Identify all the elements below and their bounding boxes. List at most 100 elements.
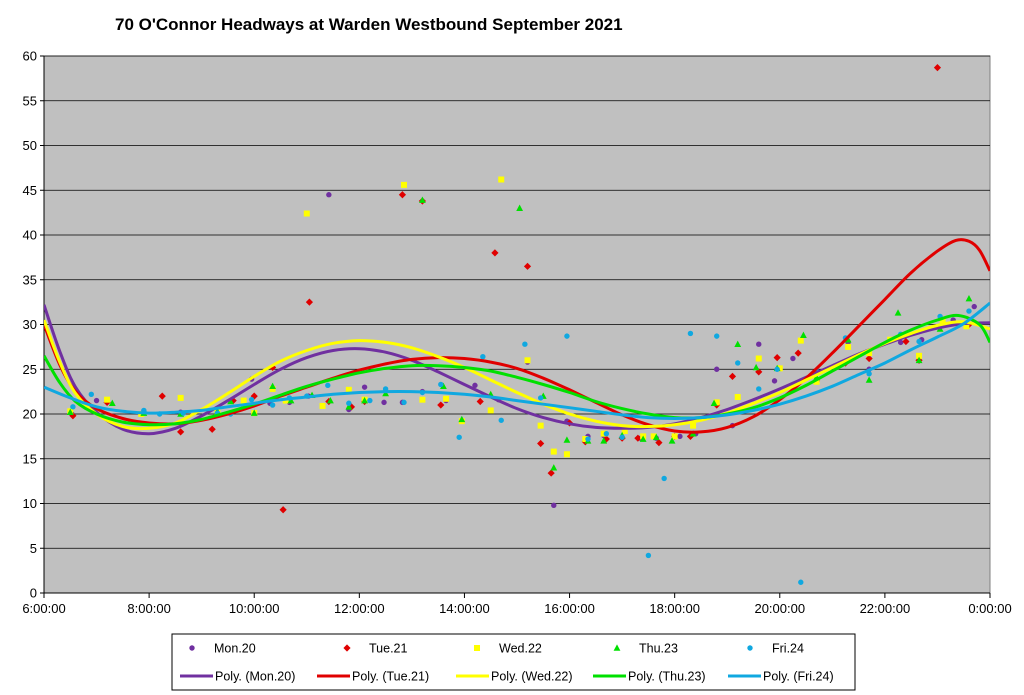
data-point	[516, 204, 524, 211]
data-point	[93, 397, 100, 404]
data-point	[250, 409, 258, 416]
data-point	[522, 341, 528, 347]
data-point	[361, 384, 368, 390]
data-point	[619, 434, 625, 440]
data-point	[158, 392, 166, 400]
legend-marker	[343, 644, 351, 652]
chart-title: 70 O'Connor Headways at Warden Westbound…	[115, 15, 623, 34]
data-point	[472, 382, 478, 389]
data-point	[798, 579, 804, 585]
data-point	[690, 422, 697, 429]
data-point	[487, 407, 494, 414]
data-point	[440, 382, 447, 390]
y-tick-label: 30	[23, 317, 37, 332]
data-point	[104, 396, 111, 403]
x-tick-label: 8:00:00	[127, 601, 170, 616]
data-point	[398, 191, 407, 199]
data-point	[550, 464, 558, 471]
data-point	[714, 366, 720, 372]
data-point	[734, 393, 741, 400]
data-point	[563, 436, 571, 443]
data-point	[714, 333, 720, 339]
data-point	[756, 386, 762, 392]
data-point	[240, 397, 247, 404]
x-tick-label: 6:00:00	[22, 601, 65, 616]
data-point	[208, 425, 216, 433]
y-tick-label: 5	[30, 541, 37, 556]
data-point	[327, 396, 334, 404]
legend-label: Thu.23	[639, 642, 678, 656]
data-point	[537, 422, 544, 429]
data-point	[756, 341, 762, 347]
data-point	[713, 399, 720, 406]
x-tick-label: 14:00:00	[439, 601, 490, 616]
data-point	[69, 412, 77, 420]
data-point	[671, 433, 678, 440]
legend: Mon.20 Tue.21 Wed.22 Thu.23 Fri.24 Poly. (Mon…	[171, 633, 856, 691]
data-point	[687, 330, 694, 337]
data-point	[269, 382, 277, 390]
trendline	[44, 313, 990, 427]
data-point	[319, 402, 326, 409]
data-point	[326, 192, 332, 198]
data-point	[287, 396, 295, 404]
data-point	[564, 333, 570, 339]
trendline	[44, 301, 990, 421]
data-point	[498, 417, 504, 423]
data-point	[523, 262, 532, 270]
y-tick-label: 0	[30, 586, 37, 601]
legend-label: Tue.21	[369, 642, 408, 656]
data-point	[551, 502, 557, 508]
data-point	[966, 308, 972, 314]
data-point	[438, 381, 444, 388]
plot-area: 0 5 10 15 20 25 30 35 40 45 50 55 60 6:00:00 8:00:00 10…	[22, 49, 1011, 617]
data-point	[480, 354, 486, 360]
legend-label: Poly. (Wed.22)	[491, 670, 573, 684]
legend-marker	[613, 644, 621, 651]
data-point	[381, 399, 387, 406]
legend-label: Poly. (Tue.21)	[352, 670, 429, 684]
data-point	[88, 391, 95, 398]
data-point	[866, 350, 873, 357]
data-point	[939, 318, 946, 325]
legend-label: Poly. (Mon.20)	[215, 670, 295, 684]
data-point	[70, 404, 76, 410]
data-point	[800, 331, 807, 339]
data-point	[437, 401, 445, 409]
data-point	[971, 303, 977, 310]
data-point	[537, 439, 545, 448]
data-point	[537, 395, 544, 401]
data-point	[865, 354, 873, 363]
y-tick-label: 10	[23, 496, 37, 511]
data-point	[269, 402, 276, 408]
legend-label: Wed.22	[499, 642, 542, 656]
data-point	[248, 396, 255, 403]
data-point	[916, 352, 923, 359]
data-point	[776, 365, 783, 372]
data-point	[367, 397, 373, 404]
data-point	[279, 506, 287, 514]
data-point	[734, 340, 742, 347]
data-point	[728, 372, 737, 381]
data-point	[401, 181, 408, 188]
y-tick-label: 50	[23, 138, 37, 153]
data-point	[902, 337, 910, 346]
data-point	[458, 415, 466, 423]
data-point	[177, 428, 185, 436]
data-point	[965, 294, 973, 302]
data-point	[755, 355, 762, 362]
data-point	[752, 363, 760, 371]
data-point	[645, 552, 652, 559]
legend-label: Mon.20	[214, 642, 256, 656]
data-point	[621, 428, 628, 435]
data-point	[894, 309, 902, 316]
data-point	[915, 356, 923, 364]
legend-marker	[747, 645, 753, 651]
data-point	[325, 382, 331, 389]
data-point	[108, 399, 116, 407]
legend-label: Poly. (Fri.24)	[763, 670, 834, 684]
y-tick-label: 60	[23, 49, 37, 64]
data-point	[603, 430, 610, 437]
data-point	[345, 403, 353, 410]
